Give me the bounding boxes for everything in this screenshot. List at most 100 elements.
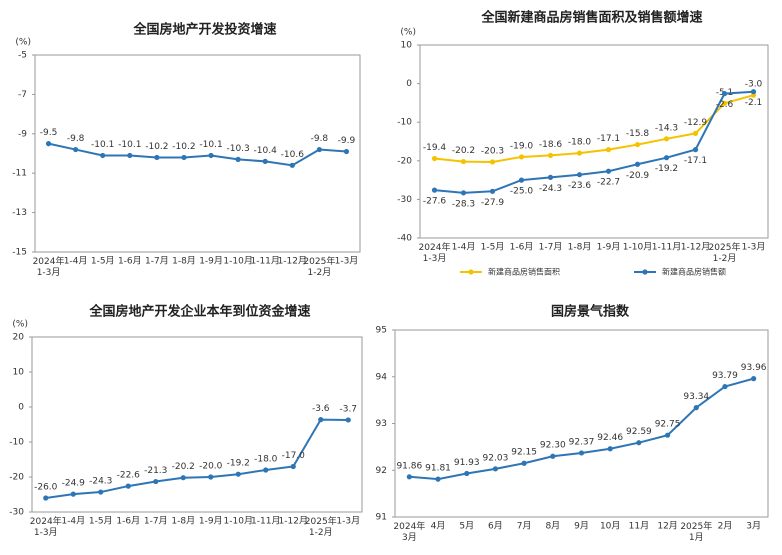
x-tick-label: 1-9月 [199,516,223,527]
x-tick-label: 2025年 1-2月 [709,241,741,264]
y-tick-label: -10 [397,118,412,128]
chart: 全国房地产开发企业本年到位资金增速 (%) 20 10 0 -10 -20 -30 2024年 1… [9,304,363,538]
data-point [605,147,612,153]
data-point [98,489,104,495]
data-point [318,417,324,423]
data-label: -26.0 [34,483,58,493]
x-tick-label: 9月 [574,521,589,532]
x-tick-label: 1-8月 [172,256,196,267]
data-label: 92.15 [511,448,537,458]
data-label: -18.0 [568,138,592,148]
data-label: -25.0 [510,187,534,197]
data-point [663,155,670,161]
y-tick-label: 10 [13,368,25,378]
y-tick-label: -30 [9,508,24,518]
y-tick-label: 92 [376,466,387,476]
y-tick-label: 10 [401,41,413,51]
data-label: 93.34 [683,392,709,402]
data-point [125,483,131,489]
data-label: -20.9 [626,171,650,181]
data-point [750,89,757,95]
data-point [45,141,52,147]
data-label: -22.6 [117,471,141,481]
data-point [607,446,613,452]
data-point [180,475,186,481]
data-point [406,474,412,480]
data-point [489,188,496,194]
data-point [578,450,585,456]
x-tick-label: 1-12月 [681,242,710,253]
data-label: -18.6 [539,140,563,150]
data-label: -12.9 [684,118,708,128]
data-label: 91.81 [425,464,451,474]
data-label: -24.3 [539,184,562,194]
x-tick-label: 11月 [629,521,649,532]
legend-label: 新建商品房销售额 [662,267,726,277]
x-tick-label: 1-7月 [145,256,169,267]
x-tick-label: 1-12月 [278,256,307,267]
data-label: -19.2 [655,164,678,174]
y-tick-label: -40 [397,234,412,244]
x-tick-label: 1-5月 [481,242,505,253]
x-tick-label: 1-5月 [89,516,113,527]
data-label: -3.0 [745,80,763,90]
chart: 国房景气指数 95 94 93 92 91 2024年 3月 4月 5月 6月 7月 8月 9月 10月 11… [376,304,769,543]
x-tick-label: 1-11月 [251,516,280,527]
data-label: -9.8 [311,134,329,144]
plot-frame [34,54,361,253]
data-label: 92.30 [540,441,566,451]
data-point [345,417,351,423]
x-tick-label: 2024年 1-3月 [419,241,451,264]
data-label: -27.9 [481,198,505,208]
plot-frame [31,336,363,513]
data-label: -3.7 [339,404,357,414]
x-tick-label: 6月 [488,521,503,532]
series-line [45,418,349,499]
y-tick-label: -15 [12,248,27,258]
data-point [722,383,728,390]
data-point [127,152,133,159]
y-tick-label: 91 [376,513,387,523]
x-tick-label: 10月 [600,521,620,532]
data-point [521,460,527,466]
data-point [70,491,76,497]
data-point [636,440,642,446]
x-tick-label: 1-10月 [623,242,652,253]
x-tick-label: 1-3月 [742,242,766,253]
data-point [208,474,214,480]
data-label: 91.93 [454,458,480,468]
data-point [576,172,583,178]
data-point [547,174,554,180]
data-label: -21.3 [144,466,167,476]
x-tick-label: 1-7月 [539,242,563,253]
data-point [460,190,467,196]
data-point [431,155,438,162]
data-point [235,156,241,163]
x-tick-label: 4月 [431,521,446,532]
plot-frame [394,329,769,518]
legend-marker [468,269,474,275]
data-point [547,152,554,158]
data-point [664,432,671,438]
data-point [576,150,583,156]
data-point [262,158,268,164]
data-point [518,177,525,183]
data-label: -20.2 [452,146,475,156]
data-label: -19.0 [510,141,534,151]
x-tick-label: 1-7月 [144,516,168,527]
x-tick-label: 1-6月 [118,256,142,267]
data-point [435,476,441,482]
data-label: -10.1 [91,140,114,150]
data-label: -9.9 [338,136,356,146]
data-point [100,152,106,159]
data-label: 92.37 [569,437,595,447]
chart-title: 全国房地产开发企业本年到位资金增速 [88,304,310,320]
x-tick-label: 1-6月 [510,242,534,253]
data-label: -22.7 [597,178,620,188]
data-label: -17.1 [597,134,620,144]
y-unit: (%) [12,320,28,330]
data-point [73,146,79,153]
data-label: 92.59 [626,427,652,437]
x-tick-label: 2025年 1月 [680,520,712,543]
data-label: -3.6 [312,404,330,414]
